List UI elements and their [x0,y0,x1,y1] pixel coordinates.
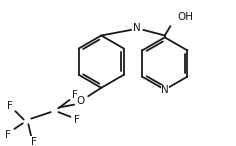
Text: O: O [77,96,85,106]
Text: N: N [161,85,169,95]
Text: F: F [7,101,13,112]
Text: F: F [31,137,37,146]
Text: F: F [72,90,78,100]
Text: OH: OH [177,12,193,22]
Text: N: N [133,23,141,33]
Text: F: F [5,130,11,140]
Text: F: F [74,115,80,125]
